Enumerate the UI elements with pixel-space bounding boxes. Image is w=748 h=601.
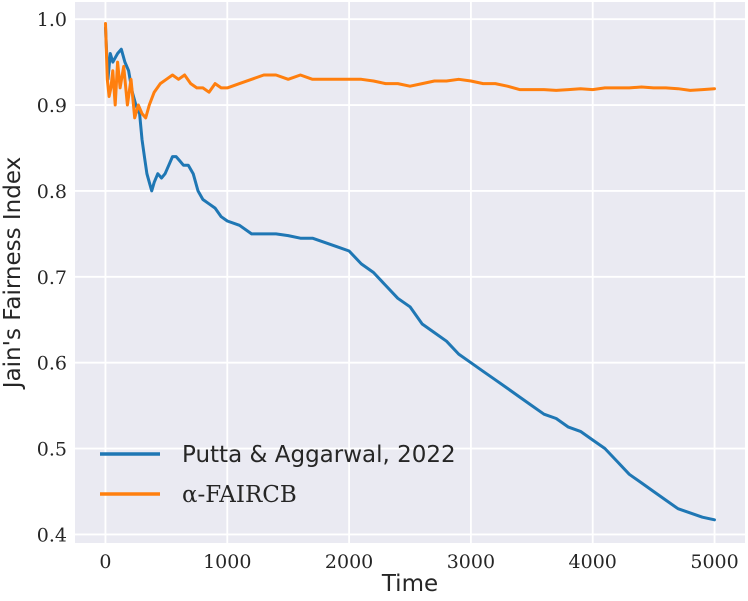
legend-entry-label: α-FAIRCB	[182, 482, 297, 508]
x-axis: 0 1000 2000 3000 4000 5000	[99, 551, 738, 573]
x-tick-label: 3000	[447, 551, 495, 573]
y-tick-label: 0.5	[37, 439, 67, 461]
x-tick-label: 2000	[325, 551, 373, 573]
y-tick-label: 0.4	[37, 524, 67, 546]
y-tick-label: 0.6	[37, 353, 67, 375]
y-axis: 0.4 0.5 0.6 0.7 0.8 0.9 1.0	[37, 9, 67, 546]
y-tick-label: 0.8	[37, 181, 67, 203]
series-lines	[104, 22, 716, 522]
x-tick-label: 1000	[203, 551, 251, 573]
x-axis-label: Time	[381, 571, 438, 597]
y-tick-label: 0.7	[37, 267, 67, 289]
series-line-2	[104, 22, 716, 120]
y-tick-label: 1.0	[37, 9, 67, 31]
legend-entry-label: Putta & Aggarwal, 2022	[182, 442, 456, 468]
x-tick-label: 4000	[569, 551, 617, 573]
legend: Putta & Aggarwal, 2022 α-FAIRCB	[100, 442, 456, 508]
x-tick-label: 5000	[690, 551, 738, 573]
x-tick-label: 0	[99, 551, 111, 573]
grid	[75, 2, 745, 543]
plot-area	[75, 2, 745, 543]
y-tick-label: 0.9	[37, 95, 67, 117]
y-axis-label: Jain's Fairness Index	[0, 157, 26, 390]
series-line-1	[104, 26, 716, 522]
